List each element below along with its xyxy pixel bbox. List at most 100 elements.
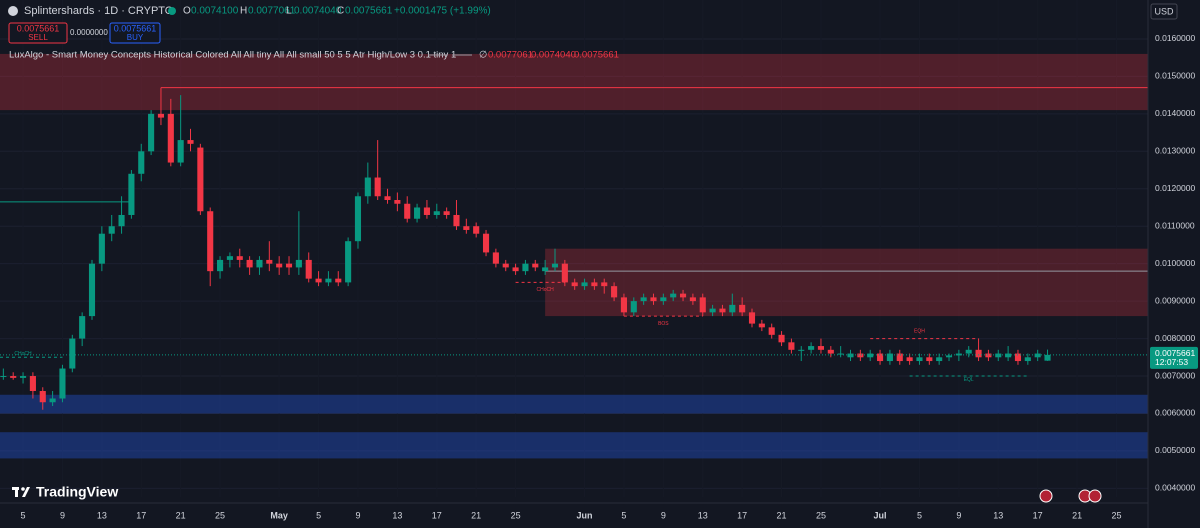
candle-body [10, 376, 17, 378]
candle-body [699, 297, 706, 313]
candle-body [177, 140, 184, 163]
candle-body [39, 391, 46, 403]
candle-body [739, 304, 746, 313]
x-tick-label: 9 [661, 510, 666, 520]
candle-body [748, 312, 756, 324]
candle-body [138, 151, 145, 174]
y-tick-label: 0.0080000 [1155, 333, 1195, 343]
candle-body [207, 211, 214, 272]
candle-body [414, 207, 421, 219]
structure-label: CHoCH [14, 351, 32, 357]
candle-body [394, 199, 401, 204]
x-tick-label: 13 [97, 510, 107, 520]
event-flag[interactable] [1039, 489, 1053, 503]
structure-label: CHoCH [537, 287, 555, 293]
candle-body [729, 304, 736, 313]
y-tick-label: 0.0090000 [1155, 295, 1195, 305]
candle-body [798, 349, 805, 351]
candle-body [167, 113, 174, 163]
candle-body [19, 376, 27, 378]
candle-body [473, 226, 480, 234]
buy-button[interactable] [109, 22, 161, 44]
y-tick-label: 0.0100000 [1155, 258, 1195, 268]
candle-body [995, 353, 1002, 358]
candle-body [975, 349, 982, 358]
candle-body [364, 177, 371, 197]
candle-body [276, 263, 283, 268]
price-tag-price: 0.0075661 [1155, 348, 1195, 358]
candle-body [591, 282, 598, 287]
x-tick-label: 13 [993, 510, 1003, 520]
candle-body [561, 263, 568, 283]
candle-body [847, 353, 854, 358]
buy-label: BUY [127, 33, 144, 42]
logo [21, 487, 25, 491]
candle-body [926, 357, 933, 362]
candle-body [118, 214, 125, 227]
candle-body [611, 286, 618, 298]
candle-body [295, 259, 302, 268]
brand: TradingView [36, 484, 118, 500]
x-tick-label: 5 [917, 510, 922, 520]
candle-body [384, 196, 391, 200]
candle-body [374, 177, 381, 197]
candle-body [542, 267, 549, 272]
candle-body [453, 214, 460, 227]
order-block [545, 248, 1148, 317]
candle-body [719, 308, 726, 313]
candle-body [1024, 357, 1031, 362]
candle-body [1014, 353, 1022, 362]
y-tick-label: 0.0120000 [1155, 183, 1195, 193]
sell-button[interactable] [8, 22, 68, 44]
candle-body [157, 113, 165, 118]
candle-body [640, 297, 647, 302]
x-tick-label: Jul [874, 510, 887, 520]
event-flag[interactable] [1088, 489, 1102, 503]
x-tick-label: 25 [1111, 510, 1121, 520]
candle-body [108, 226, 115, 234]
candle-body [955, 353, 962, 356]
candle-body [896, 353, 903, 362]
x-tick-label: 13 [698, 510, 708, 520]
candle-body [1034, 353, 1041, 358]
candle-body [620, 297, 627, 313]
candle-body [877, 353, 884, 362]
x-tick-label: Jun [577, 510, 593, 520]
candle-body [650, 297, 657, 302]
x-tick-label: 21 [777, 510, 787, 520]
candle-body [187, 140, 194, 144]
candle-body [768, 327, 775, 335]
candle-body [788, 342, 795, 350]
x-tick-label: 5 [316, 510, 321, 520]
candle-body [197, 147, 204, 212]
candle-body [827, 349, 834, 354]
currency: USD [1154, 6, 1174, 16]
candle-body [857, 353, 864, 358]
x-tick-label: 9 [956, 510, 961, 520]
x-tick-label: 5 [21, 510, 26, 520]
candle-body [916, 357, 923, 362]
y-tick-label: 0.0140000 [1155, 108, 1195, 118]
price-tag-box [1150, 346, 1198, 369]
candle-body [985, 353, 992, 358]
candle-body [315, 278, 322, 283]
indicator-value: 0.0074040 [531, 50, 576, 61]
candle-body [522, 263, 529, 272]
candle-body [532, 263, 539, 268]
candle-body [305, 259, 312, 279]
x-tick-label: 21 [176, 510, 186, 520]
candle-body [246, 259, 253, 268]
x-tick-label: 17 [737, 510, 747, 520]
candle-body [98, 233, 105, 264]
candle-body [837, 353, 844, 355]
x-tick-label: 25 [215, 510, 225, 520]
currency-box[interactable] [1150, 3, 1178, 20]
candle-body [778, 334, 785, 343]
candle-body [128, 173, 135, 215]
candle-body [512, 267, 519, 272]
x-tick-label: 17 [136, 510, 146, 520]
indicator-value: 0.0075661 [574, 50, 619, 61]
y-tick-label: 0.0110000 [1155, 220, 1195, 230]
x-tick-label: 25 [816, 510, 826, 520]
plot: CHoCH CHoCH BOS EQH EQL [0, 38, 1148, 489]
